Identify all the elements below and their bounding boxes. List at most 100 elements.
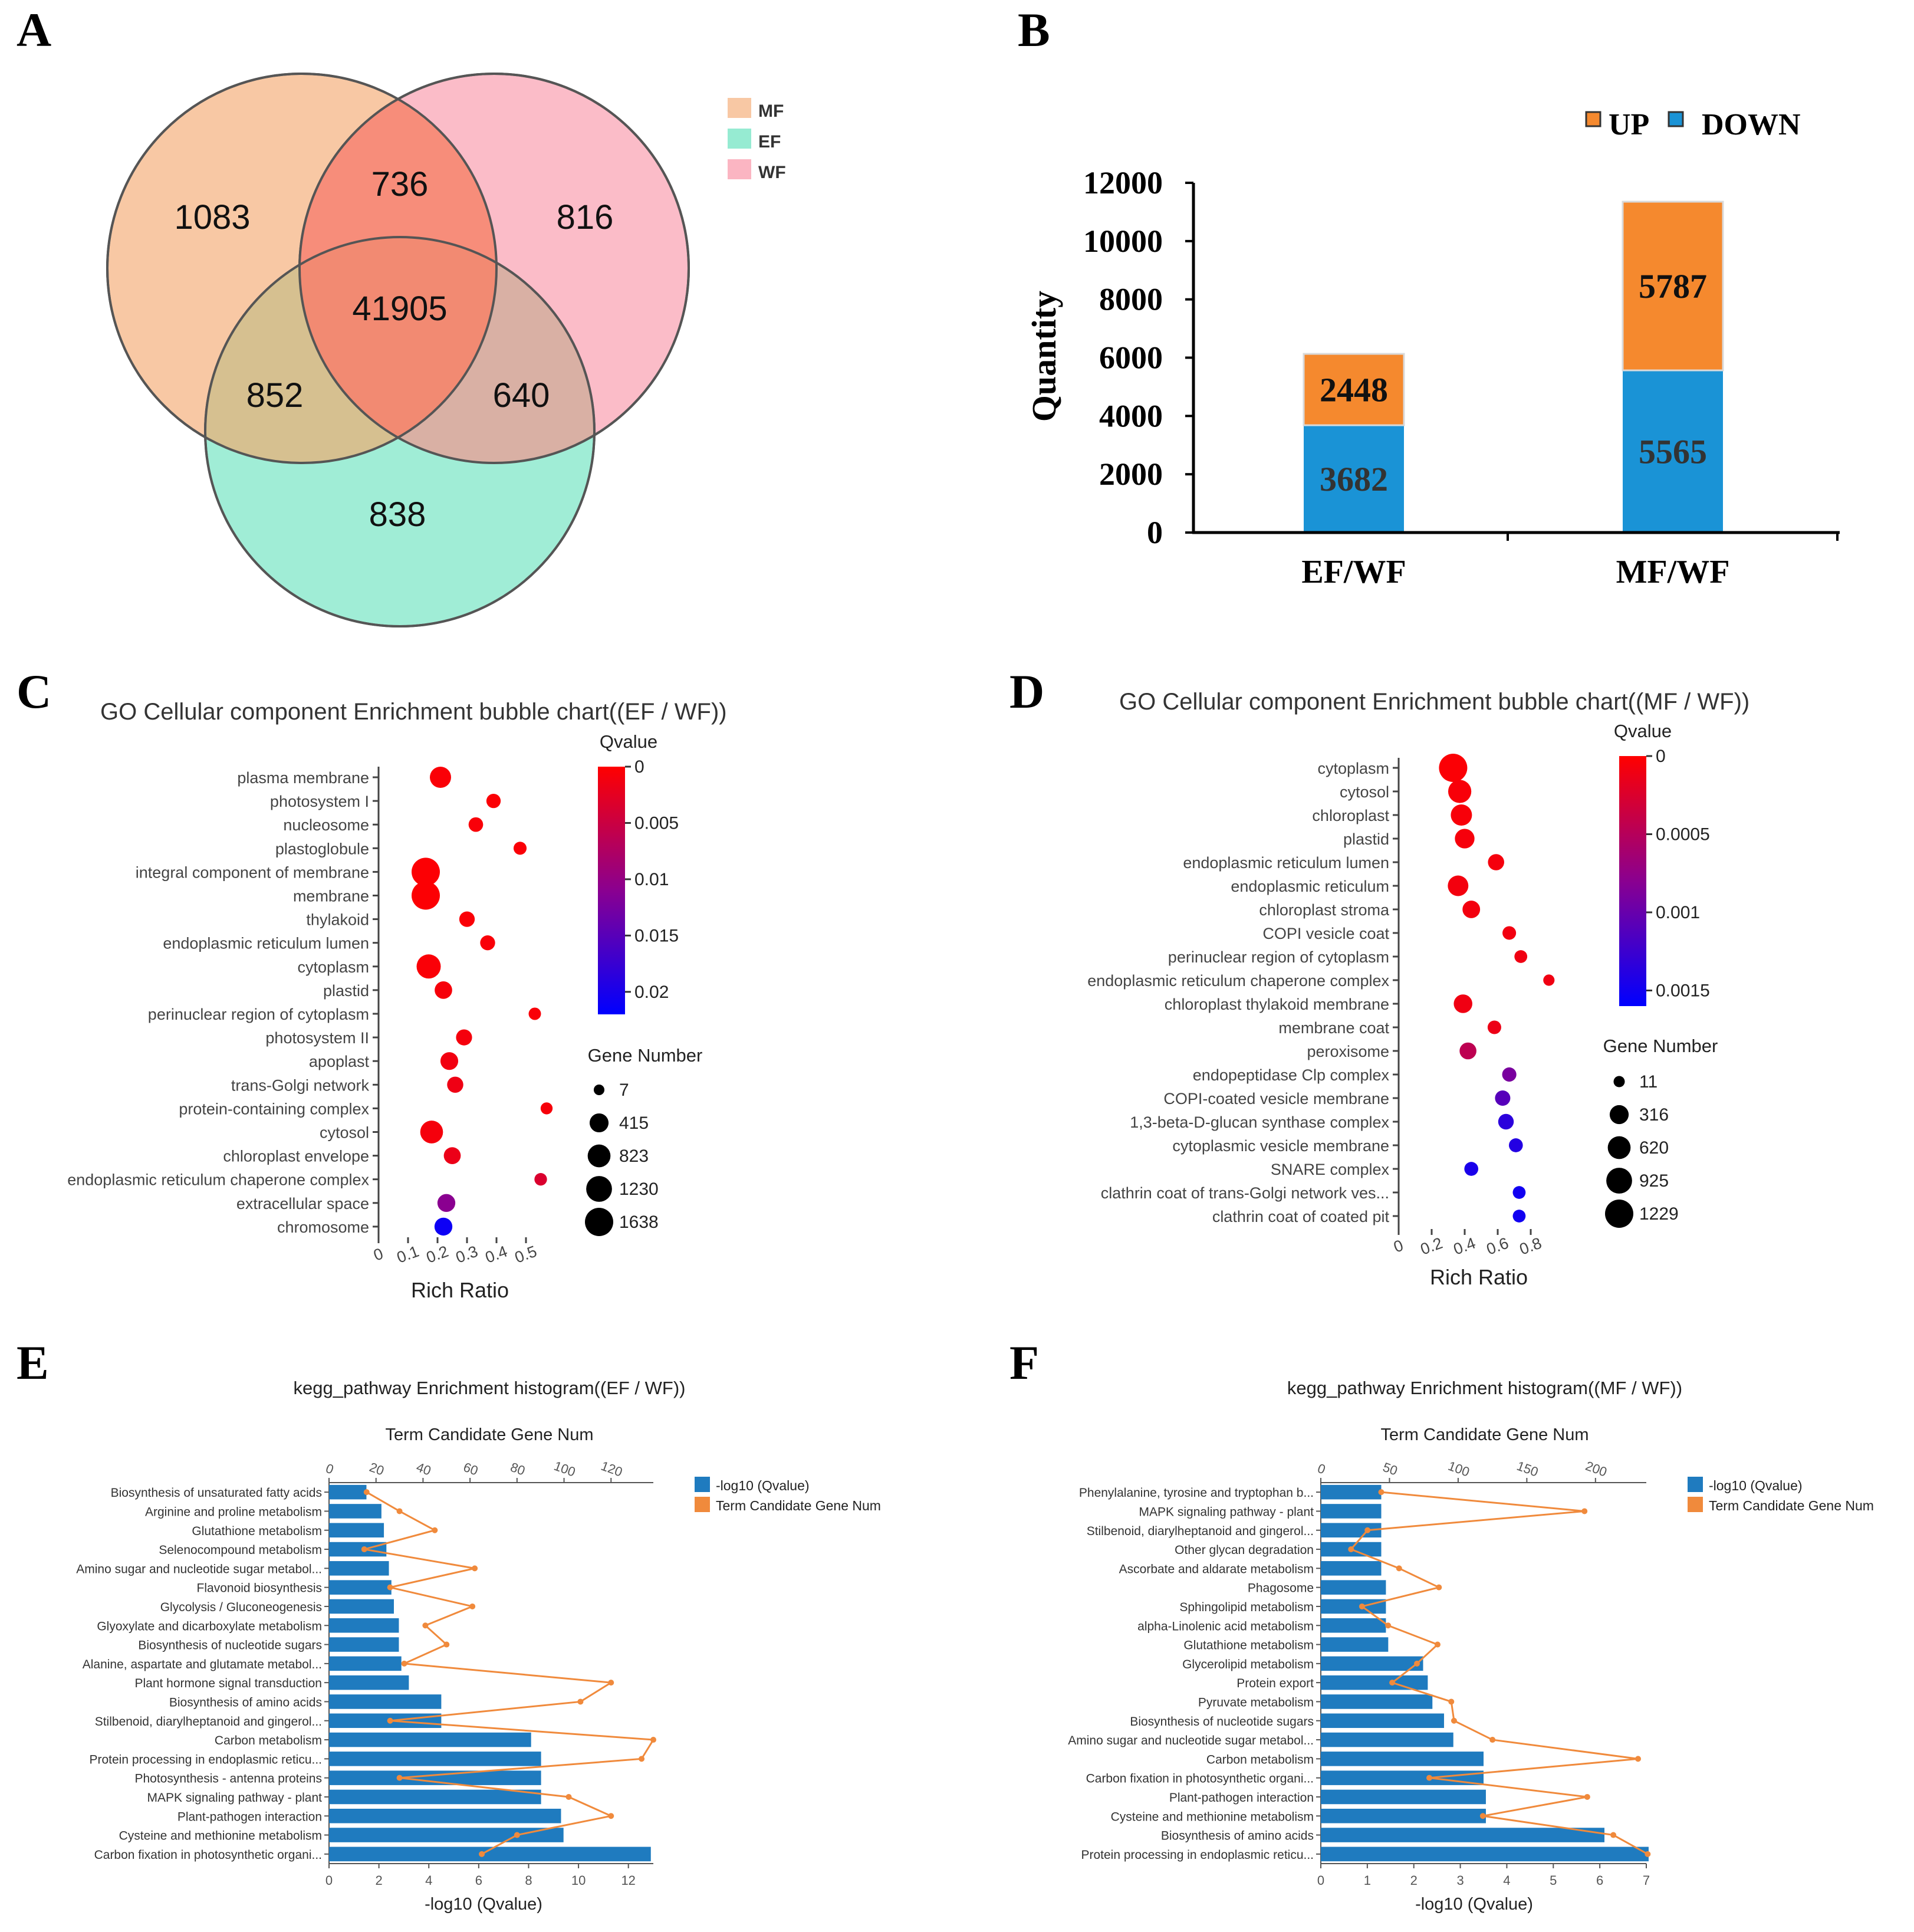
kegg-term-label: Stilbenoid, diarylheptanoid and gingerol…	[1087, 1524, 1314, 1538]
bubble-chart-c-x-axis-label: Rich Ratio	[411, 1278, 509, 1302]
top-axis-tick-label: 20	[367, 1460, 386, 1478]
venn-count-ef-wf: 640	[493, 376, 550, 415]
bar-up	[1622, 201, 1724, 372]
kegg-f-title: kegg_pathway Enrichment histogram((MF / …	[1287, 1378, 1682, 1398]
stacked-bar-category-mf-wf: MF/WF	[1616, 554, 1730, 590]
gene-num-point	[396, 1508, 403, 1514]
bubble-chart-c-colorbar: 0 0.005 0.01 0.015 0.02	[598, 757, 679, 1014]
panel-c-label: C	[17, 665, 51, 718]
size-legend-label: 11	[1639, 1072, 1658, 1092]
bubble-chart-d: cytoplasm cytosol chloroplast plastid endopl…	[1087, 754, 1555, 1259]
term-label: cytosol	[320, 1124, 369, 1142]
bubble-point	[1464, 1162, 1479, 1176]
x-tick-label: 0	[325, 1873, 333, 1888]
x-tick-label: 2	[375, 1873, 382, 1888]
gene-num-point	[1448, 1698, 1455, 1705]
x-tick-label: 10	[571, 1873, 586, 1888]
term-label: COPI vesicle coat	[1262, 925, 1389, 942]
term-label: thylakoid	[306, 911, 369, 929]
x-tick-label: 3	[1456, 1873, 1464, 1888]
colorbar-tick-label: 0.0005	[1656, 825, 1710, 845]
size-legend-label: 620	[1639, 1138, 1669, 1158]
y-tick-label: 0	[1147, 515, 1163, 550]
gene-num-point	[1385, 1622, 1392, 1629]
kegg-term-label: Glutathione metabolism	[192, 1524, 322, 1538]
gene-num-point	[1479, 1813, 1486, 1819]
kegg-term-label: Selenocompound metabolism	[159, 1543, 322, 1557]
bubble-point	[412, 857, 440, 886]
bubble-point	[447, 1076, 463, 1093]
term-label: membrane coat	[1278, 1019, 1389, 1037]
term-label: chromosome	[277, 1218, 369, 1236]
venn-legend: MF EF WF	[728, 98, 786, 182]
size-legend-dot	[1605, 1200, 1633, 1228]
gene-num-point	[363, 1489, 370, 1496]
panel-e-label: E	[17, 1336, 49, 1389]
bar-down	[1304, 425, 1404, 533]
term-label: cytoplasm	[1317, 760, 1389, 777]
venn-diagram: 1083 736 816 41905 852 640 838	[106, 73, 690, 627]
kegg-term-label: Protein processing in endoplasmic reticu…	[89, 1753, 322, 1766]
kegg-f-top-axis-label: Term Candidate Gene Num	[1381, 1425, 1589, 1444]
stacked-bar-legend: UP DOWN	[1585, 108, 1801, 142]
gene-num-point	[608, 1680, 614, 1686]
gene-num-point	[469, 1603, 476, 1609]
term-label: chloroplast envelope	[223, 1148, 369, 1165]
kegg-bar	[1321, 1599, 1386, 1614]
legend-swatch-up	[1585, 111, 1601, 127]
top-axis-tick-label: 40	[415, 1460, 433, 1478]
bubble-point	[1495, 1090, 1511, 1106]
kegg-term-label: Amino sugar and nucleotide sugar metabol…	[1068, 1734, 1314, 1747]
bubble-chart-c-size-legend: 7 415 823 1230 1638	[585, 1080, 659, 1236]
kegg-term-label: Pyruvate metabolism	[1198, 1696, 1314, 1709]
bubble-point	[435, 981, 452, 999]
size-legend-label: 1229	[1639, 1204, 1679, 1224]
kegg-term-label: Photosynthesis - antenna proteins	[134, 1772, 322, 1786]
term-label: perinuclear region of cytoplasm	[148, 1006, 369, 1023]
gene-num-point	[650, 1737, 656, 1743]
kegg-f-legend-swatch-line	[1688, 1497, 1703, 1512]
kegg-term-label: Arginine and proline metabolism	[145, 1505, 322, 1519]
x-tick-label: 0.3	[453, 1243, 481, 1267]
gene-num-point	[1645, 1851, 1651, 1857]
panel-f-label: F	[1009, 1336, 1039, 1389]
bubble-point	[1487, 1020, 1501, 1034]
gene-num-point	[1364, 1527, 1371, 1533]
term-label: chloroplast thylakoid membrane	[1165, 995, 1389, 1013]
term-label: apoplast	[309, 1053, 370, 1070]
kegg-term-label: Amino sugar and nucleotide sugar metabol…	[76, 1562, 322, 1576]
term-label: clathrin coat of coated pit	[1212, 1208, 1390, 1225]
bubble-point	[513, 842, 527, 855]
bubble-point	[540, 1102, 553, 1115]
kegg-bar	[329, 1789, 541, 1805]
term-label: plastid	[323, 982, 369, 1000]
top-axis-tick-label: 100	[552, 1458, 577, 1480]
term-label: protein-containing complex	[179, 1100, 369, 1118]
kegg-e-title: kegg_pathway Enrichment histogram((EF / …	[294, 1378, 686, 1398]
term-label: extracellular space	[236, 1195, 369, 1213]
venn-count-mf-wf: 736	[371, 165, 429, 203]
kegg-bar	[1321, 1846, 1649, 1862]
kegg-bar	[1321, 1770, 1484, 1785]
colorbar-tick-label: 0	[1656, 747, 1666, 766]
kegg-term-label: Glyoxylate and dicarboxylate metabolism	[97, 1619, 322, 1633]
term-label: endoplasmic reticulum lumen	[1183, 854, 1389, 872]
bubble-chart-d-colorbar-title: Qvalue	[1614, 721, 1672, 741]
kegg-term-label: Carbon fixation in photosynthetic organi…	[94, 1848, 322, 1862]
y-tick-label: 10000	[1083, 224, 1163, 259]
kegg-term-label: MAPK signaling pathway - plant	[1139, 1505, 1314, 1519]
top-axis-tick-label: 150	[1515, 1458, 1540, 1480]
legend-swatch-mf	[728, 98, 751, 118]
colorbar-tick-label: 0.015	[634, 926, 679, 945]
kegg-bar	[329, 1523, 384, 1538]
x-tick-label: 0.2	[424, 1243, 451, 1267]
gene-num-point	[1389, 1680, 1396, 1686]
kegg-term-label: Phagosome	[1248, 1582, 1314, 1595]
bubble-chart-c-size-title: Gene Number	[588, 1045, 703, 1066]
top-axis-tick-label: 0	[1316, 1461, 1327, 1477]
kegg-f-legend-line: Term Candidate Gene Num	[1709, 1498, 1874, 1513]
panel-a-label: A	[17, 3, 51, 57]
kegg-term-label: Protein processing in endoplasmic reticu…	[1081, 1848, 1314, 1862]
